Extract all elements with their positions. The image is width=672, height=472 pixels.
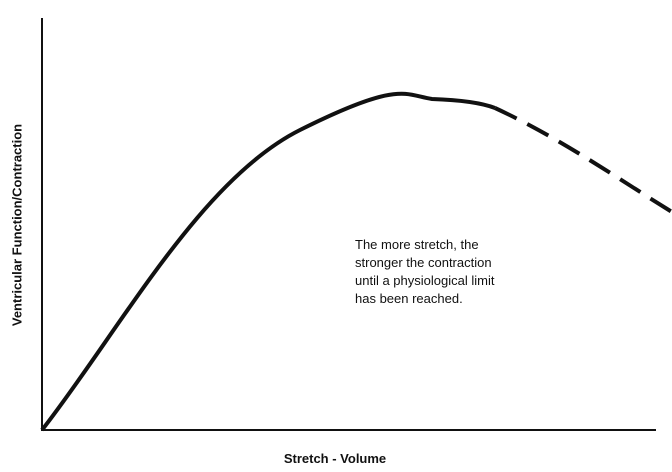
annotation-line: The more stretch, the	[355, 237, 479, 252]
x-axis-label: Stretch - Volume	[284, 451, 386, 466]
curve-dashed	[494, 106, 672, 214]
annotation-line: until a physiological limit	[355, 273, 495, 288]
annotation-line: has been reached.	[355, 291, 463, 306]
y-axis-label: Ventricular Function/Contraction	[9, 124, 24, 326]
annotation-line: stronger the contraction	[355, 255, 492, 270]
curve-solid	[40, 91, 496, 432]
